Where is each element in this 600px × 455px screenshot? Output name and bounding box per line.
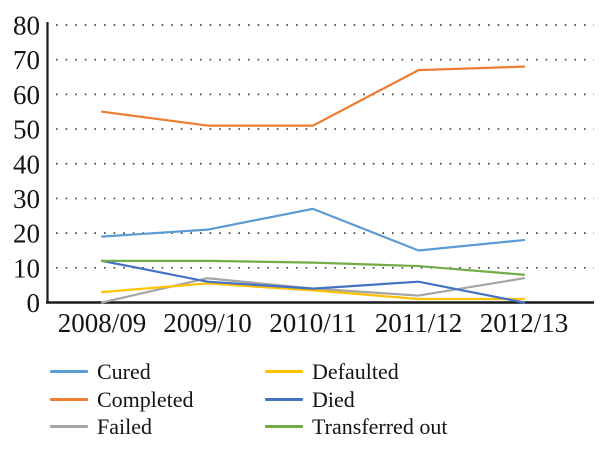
- legend-swatch-completed: [50, 397, 88, 401]
- legend-item-failed: Failed: [50, 413, 265, 441]
- legend-swatch-transferred-out: [265, 425, 303, 429]
- x-tick-label-2008/09: 2008/09: [58, 308, 147, 338]
- legend-label-cured: Cured: [97, 359, 151, 385]
- x-tick-label-2011/12: 2011/12: [375, 308, 463, 338]
- chart-legend: Cured Completed Failed Defaulted Died Transf…: [0, 358, 600, 441]
- y-tick-label-0: 0: [27, 288, 41, 318]
- y-tick-label-30: 30: [13, 184, 40, 214]
- series-line-cured: [100, 207, 526, 252]
- legend-item-transferred-out: Transferred out: [265, 413, 447, 441]
- legend-label-defaulted: Defaulted: [312, 359, 399, 385]
- series-line-defaulted: [100, 282, 526, 301]
- legend-label-died: Died: [312, 386, 355, 412]
- x-tick-label-2010/11: 2010/11: [269, 308, 357, 338]
- y-tick-label-10: 10: [13, 253, 40, 283]
- chart-plot-area: 0 10 20 30 40 50 60 70 80 2008/09 2009/10 2010/11 20…: [13, 11, 594, 338]
- x-tick-label-2009/10: 2009/10: [163, 308, 252, 338]
- legend-label-failed: Failed: [97, 414, 152, 440]
- legend-swatch-died: [265, 397, 303, 401]
- legend-item-defaulted: Defaulted: [265, 358, 447, 386]
- legend-label-transferred-out: Transferred out: [312, 414, 448, 440]
- legend-label-completed: Completed: [97, 386, 194, 412]
- legend-column-2: Defaulted Died Transferred out: [265, 358, 447, 441]
- y-tick-label-20: 20: [13, 219, 40, 249]
- series-line-died: [100, 259, 526, 304]
- y-tick-label-70: 70: [13, 45, 40, 75]
- legend-swatch-defaulted: [265, 370, 303, 374]
- y-tick-label-80: 80: [13, 11, 40, 41]
- legend-item-completed: Completed: [50, 386, 265, 414]
- y-tick-label-50: 50: [13, 115, 40, 145]
- series-line-completed: [100, 65, 526, 127]
- legend-item-died: Died: [265, 386, 447, 414]
- legend-column-1: Cured Completed Failed: [50, 358, 265, 441]
- series-line-transferred-out: [100, 259, 526, 276]
- legend-swatch-cured: [50, 370, 88, 374]
- legend-swatch-failed: [50, 425, 88, 429]
- y-tick-label-60: 60: [13, 80, 40, 110]
- legend-item-cured: Cured: [50, 358, 265, 386]
- x-tick-label-2012/13: 2012/13: [480, 308, 569, 338]
- y-tick-label-40: 40: [13, 149, 40, 179]
